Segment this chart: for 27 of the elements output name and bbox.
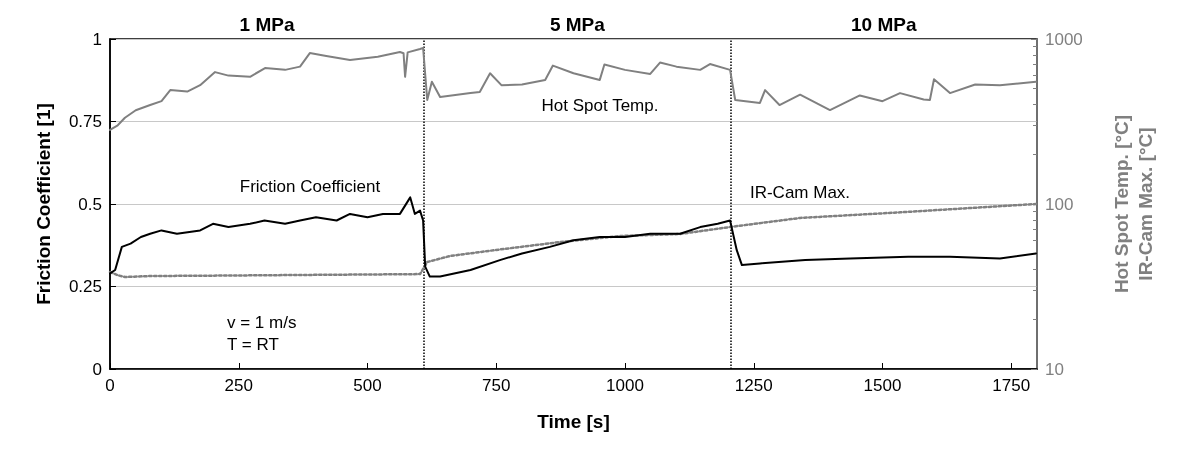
x-axis-title: Time [s] bbox=[537, 410, 610, 432]
y-tick-label: 1 bbox=[92, 29, 102, 49]
x-tick-label: 250 bbox=[224, 376, 253, 395]
y-tick-label: 0.75 bbox=[68, 112, 102, 131]
y-axis-title: Friction Coefficient [1] bbox=[32, 103, 54, 305]
x-tick-label: 0 bbox=[105, 376, 115, 395]
text: 10 MPa bbox=[851, 14, 917, 35]
annotation: v = 1 m/s bbox=[227, 312, 297, 332]
x-tick-label: 1000 bbox=[606, 376, 644, 395]
x-tick-label: 1500 bbox=[863, 376, 902, 395]
y2-tick-label: 1000 bbox=[1045, 29, 1083, 49]
series-label: Friction Coefficient bbox=[239, 176, 381, 196]
y-tick-label: 0.25 bbox=[68, 277, 102, 296]
text: 5 MPa bbox=[549, 14, 606, 35]
x-tick-label: 1250 bbox=[734, 376, 773, 395]
series-label: IR-Cam Max. bbox=[749, 182, 851, 202]
x-tick-label: 500 bbox=[353, 376, 382, 395]
y-tick-label: 0.5 bbox=[78, 194, 102, 214]
annotation: T = RT bbox=[227, 334, 279, 354]
x-tick-label: 1750 bbox=[992, 376, 1031, 395]
series-label: Hot Spot Temp. bbox=[541, 95, 659, 115]
y2-axis-title: Hot Spot Temp. [°C] IR-Cam Max. [°C] bbox=[1110, 114, 1156, 294]
y-tick-label: 0 bbox=[92, 359, 102, 379]
y2-tick-label: 10 bbox=[1045, 359, 1064, 379]
x-tick-label: 750 bbox=[482, 376, 511, 395]
y2-tick-label: 100 bbox=[1045, 194, 1074, 214]
text: 1 MPa bbox=[239, 14, 295, 35]
